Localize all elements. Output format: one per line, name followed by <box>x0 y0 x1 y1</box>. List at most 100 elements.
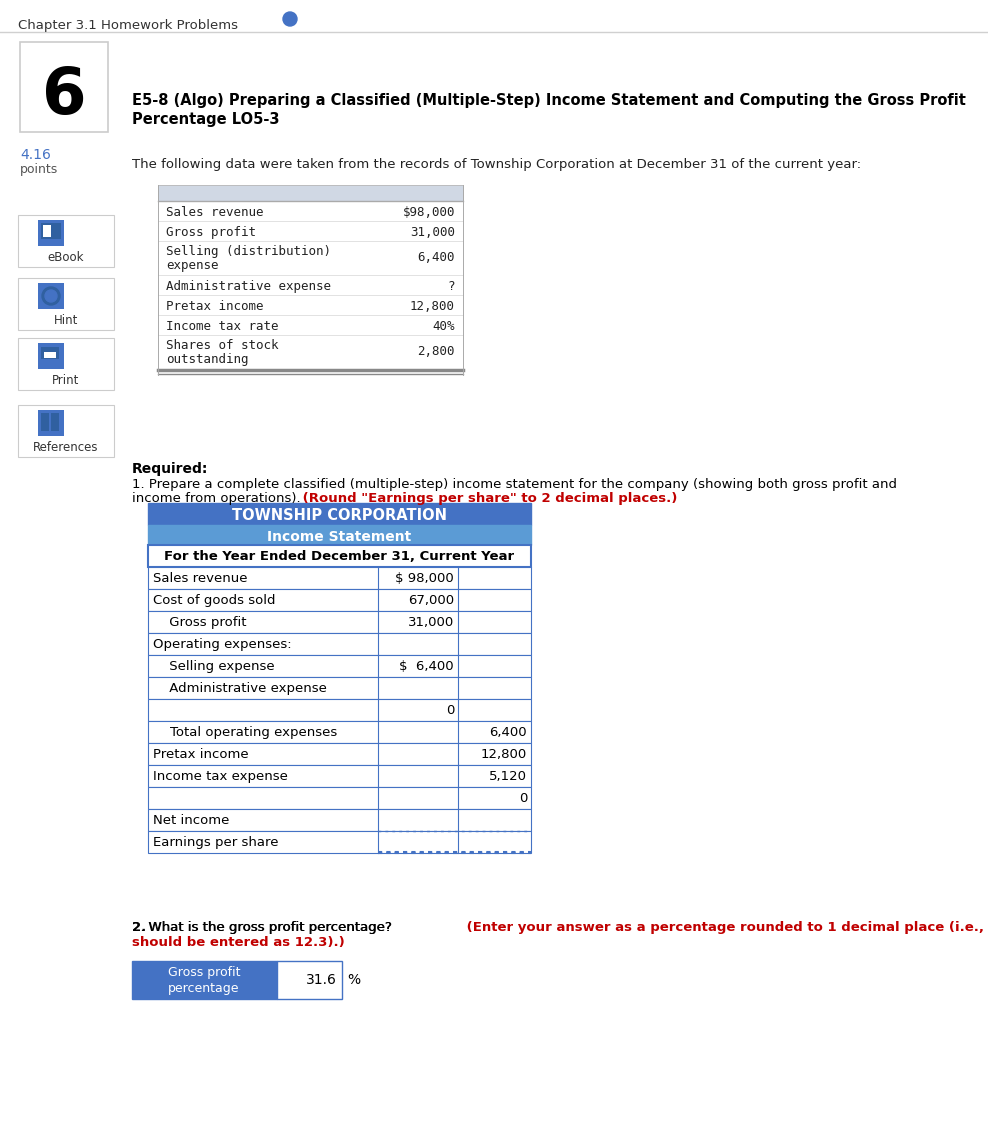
Text: 31,000: 31,000 <box>408 616 454 629</box>
Bar <box>148 743 531 765</box>
Text: 5,120: 5,120 <box>489 769 527 783</box>
Bar <box>158 221 463 240</box>
Bar <box>43 226 51 237</box>
Bar <box>158 275 463 295</box>
Bar <box>158 295 463 315</box>
Circle shape <box>283 11 297 26</box>
Bar <box>148 721 531 743</box>
Text: 31.6: 31.6 <box>306 973 337 987</box>
Bar <box>148 677 531 698</box>
Bar <box>158 315 463 335</box>
Text: 2. What is the gross profit percentage?: 2. What is the gross profit percentage? <box>132 921 392 934</box>
Text: What is the gross profit percentage?: What is the gross profit percentage? <box>144 921 391 934</box>
Bar <box>148 611 531 633</box>
Bar <box>148 765 531 787</box>
Circle shape <box>45 290 57 302</box>
Bar <box>44 352 56 358</box>
Text: points: points <box>20 163 58 176</box>
Text: Selling (distribution): Selling (distribution) <box>166 245 331 258</box>
Text: Administrative expense: Administrative expense <box>166 281 331 293</box>
Text: 12,800: 12,800 <box>481 748 527 761</box>
Text: Operating expenses:: Operating expenses: <box>153 638 291 652</box>
Circle shape <box>42 287 60 305</box>
Text: Chapter 3.1 Homework Problems: Chapter 3.1 Homework Problems <box>18 19 238 32</box>
Text: 67,000: 67,000 <box>408 594 454 607</box>
Text: Gross profit
percentage: Gross profit percentage <box>168 966 240 995</box>
Bar <box>148 633 531 655</box>
Text: Income tax rate: Income tax rate <box>166 319 279 333</box>
Text: Hint: Hint <box>53 314 78 327</box>
Text: 2,800: 2,800 <box>418 345 455 358</box>
Text: Administrative expense: Administrative expense <box>165 682 327 695</box>
Text: Earnings per share: Earnings per share <box>153 836 279 848</box>
Text: should be entered as 12.3).): should be entered as 12.3).) <box>132 935 345 949</box>
Bar <box>18 338 114 390</box>
Text: 2.: 2. <box>132 921 146 934</box>
Text: Selling expense: Selling expense <box>165 660 275 673</box>
Text: TOWNSHIP CORPORATION: TOWNSHIP CORPORATION <box>231 508 447 523</box>
Text: 6: 6 <box>41 65 86 127</box>
Bar <box>148 545 531 567</box>
Text: References: References <box>34 441 99 455</box>
Bar <box>158 202 463 221</box>
Bar <box>148 810 531 831</box>
Text: 0: 0 <box>519 792 527 805</box>
Text: (Round "Earnings per share" to 2 decimal places.): (Round "Earnings per share" to 2 decimal… <box>298 492 678 505</box>
Text: Pretax income: Pretax income <box>166 300 264 313</box>
Text: 6,400: 6,400 <box>489 726 527 739</box>
Text: ?: ? <box>448 281 455 293</box>
Text: Print: Print <box>52 374 80 387</box>
Bar <box>148 787 531 810</box>
Text: (Enter your answer as a percentage rounded to 1 decimal place (i.e., 0.123: (Enter your answer as a percentage round… <box>462 921 988 934</box>
Bar <box>18 278 114 330</box>
Bar <box>148 831 531 853</box>
Bar <box>148 567 531 589</box>
Text: income from operations).: income from operations). <box>132 492 300 505</box>
Text: The following data were taken from the records of Township Corporation at Decemb: The following data were taken from the r… <box>132 158 862 171</box>
Text: Sales revenue: Sales revenue <box>166 206 264 219</box>
Text: Net income: Net income <box>153 814 229 827</box>
Text: For the Year Ended December 31, Current Year: For the Year Ended December 31, Current … <box>164 550 514 563</box>
Text: 4.16: 4.16 <box>20 148 50 161</box>
Text: $98,000: $98,000 <box>402 206 455 219</box>
Bar <box>148 655 531 677</box>
Text: Cost of goods sold: Cost of goods sold <box>153 594 276 607</box>
Bar <box>148 589 531 611</box>
Bar <box>148 698 531 721</box>
Text: 0: 0 <box>446 704 454 717</box>
Bar <box>148 503 531 526</box>
Text: Total operating expenses: Total operating expenses <box>153 726 337 739</box>
Bar <box>38 283 64 309</box>
Bar <box>158 240 463 275</box>
Bar <box>18 405 114 457</box>
Text: 40%: 40% <box>433 319 455 333</box>
Text: Required:: Required: <box>132 461 208 476</box>
Bar <box>41 347 59 360</box>
Bar <box>158 335 463 369</box>
Bar <box>18 215 114 267</box>
Bar <box>41 223 61 239</box>
Text: Gross profit: Gross profit <box>165 616 246 629</box>
Text: E5-8 (Algo) Preparing a Classified (Multiple-Step) Income Statement and Computin: E5-8 (Algo) Preparing a Classified (Mult… <box>132 93 966 108</box>
Bar <box>38 344 64 369</box>
Text: $ 98,000: $ 98,000 <box>395 572 454 585</box>
Bar <box>41 413 49 431</box>
Text: 1. Prepare a complete classified (multiple-step) income statement for the compan: 1. Prepare a complete classified (multip… <box>132 477 897 491</box>
Bar <box>20 42 108 132</box>
Text: 12,800: 12,800 <box>410 300 455 313</box>
Bar <box>277 961 342 998</box>
Text: 6,400: 6,400 <box>418 251 455 264</box>
Text: Income tax expense: Income tax expense <box>153 769 288 783</box>
Text: expense: expense <box>166 259 218 273</box>
Text: Sales revenue: Sales revenue <box>153 572 248 585</box>
Text: $  6,400: $ 6,400 <box>399 660 454 673</box>
Text: Pretax income: Pretax income <box>153 748 249 761</box>
Bar <box>51 413 59 431</box>
Bar <box>158 185 463 202</box>
Text: i: i <box>288 15 291 25</box>
Text: %: % <box>347 973 360 987</box>
Text: outstanding: outstanding <box>166 353 249 366</box>
Text: Gross profit: Gross profit <box>166 226 256 239</box>
Text: Shares of stock: Shares of stock <box>166 339 279 352</box>
Text: 31,000: 31,000 <box>410 226 455 239</box>
